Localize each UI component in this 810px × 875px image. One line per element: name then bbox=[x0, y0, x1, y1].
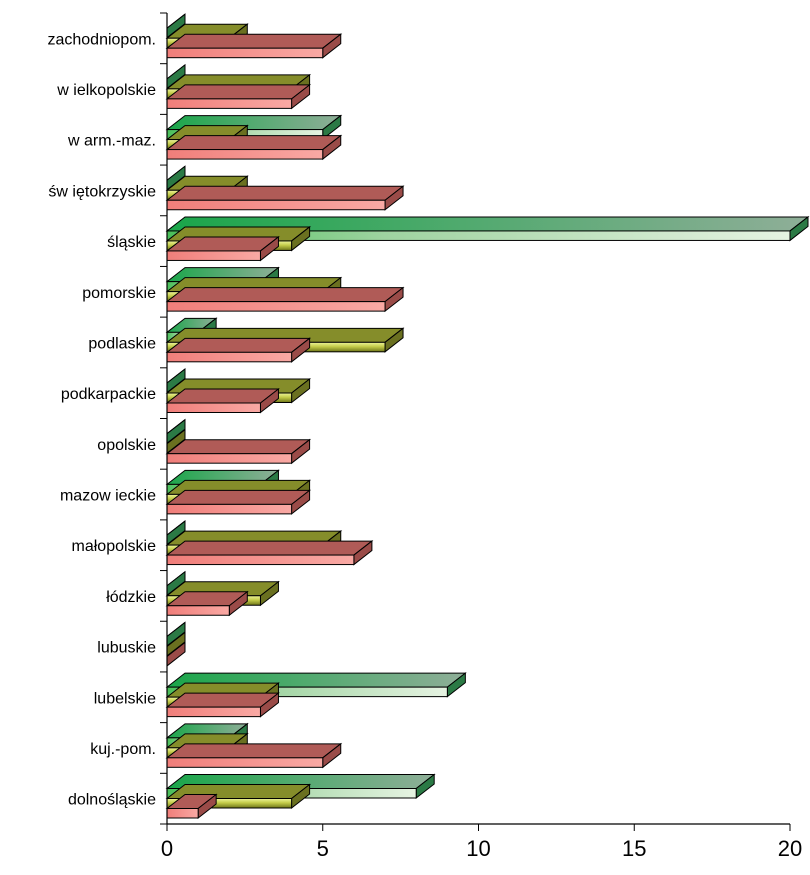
category-label: lubuskie bbox=[97, 640, 156, 657]
bar-0-0 bbox=[165, 33, 343, 59]
bar-top-0-8 bbox=[165, 439, 312, 455]
category-label: podkarpackie bbox=[61, 386, 156, 403]
x-tick-label: 10 bbox=[466, 836, 490, 861]
bar-top-0-6 bbox=[165, 337, 312, 353]
bar-0-14 bbox=[165, 742, 343, 769]
bar-front-0-10 bbox=[166, 554, 355, 566]
bar-0-4 bbox=[165, 235, 280, 262]
bar-front-0-13 bbox=[166, 706, 261, 718]
category-label: małopolskie bbox=[72, 538, 157, 555]
category-label: śląskie bbox=[107, 234, 156, 251]
category-label: pomorskie bbox=[82, 285, 156, 302]
bar-front-0-14 bbox=[166, 757, 324, 768]
bar-top-0-3 bbox=[165, 185, 405, 201]
category-label: dolnośląskie bbox=[68, 792, 156, 809]
bar-front-0-4 bbox=[166, 250, 261, 261]
bar-front-0-1 bbox=[166, 98, 293, 109]
bar-top-0-13 bbox=[165, 692, 280, 708]
bar-0-15 bbox=[165, 793, 218, 820]
category-label: opolskie bbox=[97, 437, 156, 454]
x-tick-label: 5 bbox=[317, 836, 329, 861]
x-tick-label: 0 bbox=[161, 836, 173, 861]
bar-0-3 bbox=[165, 185, 405, 211]
bar-0-2 bbox=[165, 134, 343, 161]
bar-0-6 bbox=[165, 337, 312, 363]
bar-0-9 bbox=[165, 489, 312, 515]
category-label: mazow ieckie bbox=[60, 488, 156, 505]
bar-0-7 bbox=[165, 387, 280, 414]
bar-top-0-7 bbox=[165, 388, 280, 404]
bar-0-11 bbox=[165, 590, 249, 617]
bar-top-0-1 bbox=[165, 84, 312, 100]
bar-front-0-2 bbox=[166, 149, 324, 160]
bar-0-5 bbox=[165, 286, 405, 313]
bar-top-0-4 bbox=[165, 236, 280, 252]
bar-front-0-7 bbox=[166, 402, 261, 413]
bar-front-0-8 bbox=[166, 453, 293, 464]
bar-front-0-9 bbox=[166, 503, 293, 515]
bar-front-0-0 bbox=[166, 47, 324, 59]
category-label: łódzkie bbox=[106, 589, 156, 606]
bar-front-0-11 bbox=[166, 605, 230, 616]
bar-top-0-5 bbox=[165, 287, 405, 303]
category-label: św iętokrzyskie bbox=[48, 183, 156, 200]
category-label: zachodniopom. bbox=[47, 31, 156, 48]
category-label: w arm.-maz. bbox=[67, 133, 156, 150]
bar-front-0-3 bbox=[166, 199, 386, 211]
bar-front-0-6 bbox=[166, 351, 293, 363]
x-tick-label: 20 bbox=[778, 836, 802, 861]
x-tick-label: 15 bbox=[622, 836, 646, 861]
bar-top-0-9 bbox=[165, 489, 312, 505]
bar-top-0-14 bbox=[165, 743, 343, 759]
bar-front-0-15 bbox=[166, 808, 199, 819]
bar-0-10 bbox=[165, 540, 374, 566]
category-label: kuj.-pom. bbox=[90, 741, 156, 758]
bar-top-0-10 bbox=[165, 540, 374, 556]
bar-0-8 bbox=[165, 438, 312, 465]
bar-top-0-2 bbox=[165, 135, 343, 151]
category-label: w ielkopolskie bbox=[56, 82, 156, 99]
bar-front-0-5 bbox=[166, 301, 386, 312]
category-label: lubelskie bbox=[94, 690, 156, 707]
plot-area: zachodniopom. w ielkopolskie w arm.-maz. św… bbox=[47, 12, 810, 861]
bar-0-13 bbox=[165, 692, 280, 718]
bar-0-1 bbox=[165, 83, 312, 110]
category-label: podlaskie bbox=[88, 335, 156, 352]
bar-top-0-0 bbox=[165, 33, 343, 49]
